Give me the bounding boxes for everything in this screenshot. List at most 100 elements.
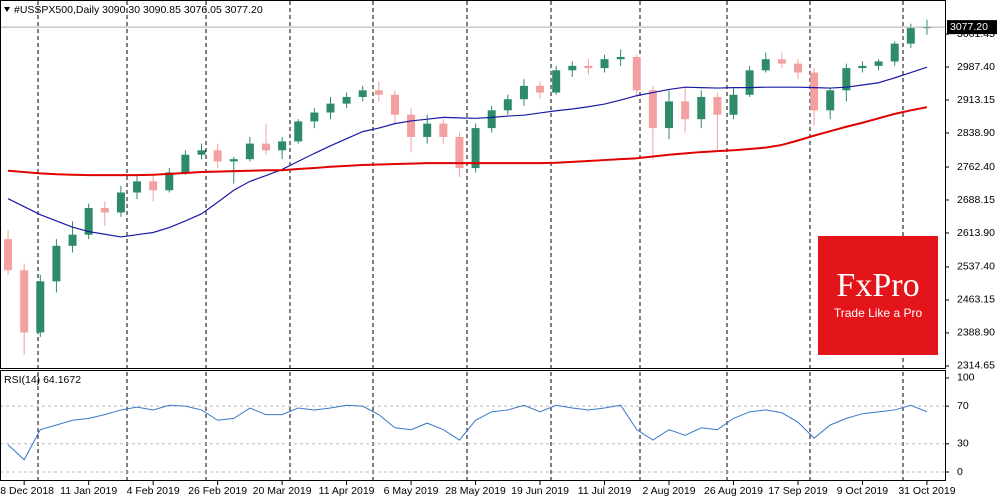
candle-body: [310, 112, 319, 122]
candle-body: [36, 281, 45, 333]
candle-body: [374, 90, 383, 95]
y-tick-label: 2537.40: [957, 261, 995, 273]
logo-brand: FxPro: [836, 267, 919, 304]
candle-body: [519, 85, 528, 100]
candle-body: [713, 96, 722, 115]
rsi-line: [7, 404, 928, 461]
logo: FxPro Trade Like a Pro: [818, 236, 938, 355]
y-tick-label: 2762.40: [957, 161, 995, 173]
candle-body: [568, 65, 577, 71]
x-tick-label: 26 Aug 2019: [704, 485, 763, 497]
candle-body: [858, 65, 867, 69]
candle-body: [810, 72, 819, 111]
candle-body: [777, 59, 786, 64]
x-tick-label: 2 Aug 2019: [642, 485, 695, 497]
x-tick-label: 4 Feb 2019: [127, 485, 180, 497]
moving-average: [7, 66, 928, 238]
candle-body: [390, 94, 399, 115]
candle-body: [503, 99, 512, 111]
candle-body: [213, 150, 222, 162]
candle-body: [197, 150, 206, 155]
candle-body: [665, 101, 674, 129]
y-tick-label: 2613.90: [957, 227, 995, 239]
y-tick-label: 0: [957, 466, 963, 478]
candle-body: [552, 70, 561, 93]
y-tick-label: 30: [957, 438, 969, 450]
rsi-title: RSI(14) 64.1672: [4, 374, 81, 386]
main-panel-frame: [0, 0, 946, 369]
candle-body: [100, 208, 109, 213]
candle-body: [407, 114, 416, 137]
candle-body: [584, 65, 593, 69]
candle-body: [648, 90, 657, 129]
x-tick-label: 31 Oct 2019: [898, 485, 955, 497]
candle-body: [874, 61, 883, 66]
candle-body: [616, 56, 625, 60]
y-tick-label: 100: [957, 372, 975, 384]
candle-body: [793, 63, 802, 73]
candle-body: [826, 90, 835, 111]
y-tick-label: 2688.15: [957, 194, 995, 206]
candle-body: [358, 90, 367, 97]
x-tick-label: 6 May 2019: [384, 485, 439, 497]
candle-body: [455, 136, 464, 169]
candle-body: [842, 68, 851, 91]
candle-body: [729, 94, 738, 115]
candle-body: [423, 123, 432, 137]
candle-body: [632, 56, 641, 91]
y-tick-label: 2987.40: [957, 61, 995, 73]
y-tick-label: 2838.90: [957, 127, 995, 139]
candle-body: [294, 121, 303, 142]
candle-body: [906, 28, 915, 44]
y-tick-label: 2913.15: [957, 94, 995, 106]
candle-body: [84, 208, 93, 235]
header-icon: [4, 7, 10, 12]
candle-body: [181, 154, 190, 173]
candle-body: [745, 70, 754, 95]
y-tick-label: 2463.15: [957, 294, 995, 306]
y-tick-label: 2314.65: [957, 360, 995, 372]
x-tick-label: 26 Feb 2019: [188, 485, 247, 497]
x-tick-label: 17 Sep 2019: [768, 485, 828, 497]
x-tick-label: 11 Apr 2019: [319, 485, 375, 497]
x-tick-label: 19 Jun 2019: [511, 485, 569, 497]
x-tick-label: 9 Oct 2019: [837, 485, 889, 497]
candle-body: [116, 192, 125, 213]
candle-body: [471, 128, 480, 169]
x-tick-label: 11 Jul 2019: [578, 485, 632, 497]
x-tick-label: 20 Mar 2019: [253, 485, 312, 497]
candle-body: [4, 239, 13, 271]
candle-body: [52, 245, 61, 282]
candle-body: [326, 103, 335, 113]
candle-body: [278, 141, 287, 151]
candle-body: [229, 159, 238, 162]
candle-body: [165, 172, 174, 191]
candle-body: [149, 181, 158, 191]
candle-body: [681, 101, 690, 120]
rsi-panel-frame: [0, 370, 946, 481]
candle-body: [245, 143, 254, 160]
candle-body: [487, 110, 496, 129]
moving-average: [7, 106, 928, 177]
current-price-box: [947, 20, 997, 35]
candle-body: [261, 143, 270, 151]
candle-body: [20, 270, 29, 333]
candle-body: [439, 123, 448, 137]
candle-body: [68, 234, 77, 246]
candle-body: [600, 59, 609, 69]
x-tick-label: 11 Jan 2019: [60, 485, 117, 497]
chart-title: #USSPX500,Daily 3090.30 3090.85 3076.05 …: [14, 4, 263, 16]
y-tick-label: 2388.90: [957, 327, 995, 339]
candle-body: [761, 59, 770, 71]
candle-body: [536, 85, 545, 93]
x-tick-label: 18 Dec 2018: [0, 485, 54, 497]
y-tick-label: 70: [957, 400, 969, 412]
candle-body: [890, 43, 899, 62]
logo-tagline: Trade Like a Pro: [834, 306, 923, 320]
candle-body: [342, 96, 351, 104]
x-tick-label: 28 May 2019: [445, 485, 506, 497]
logo-box: [818, 236, 938, 355]
candle-body: [697, 96, 706, 120]
candle-body: [133, 181, 142, 193]
